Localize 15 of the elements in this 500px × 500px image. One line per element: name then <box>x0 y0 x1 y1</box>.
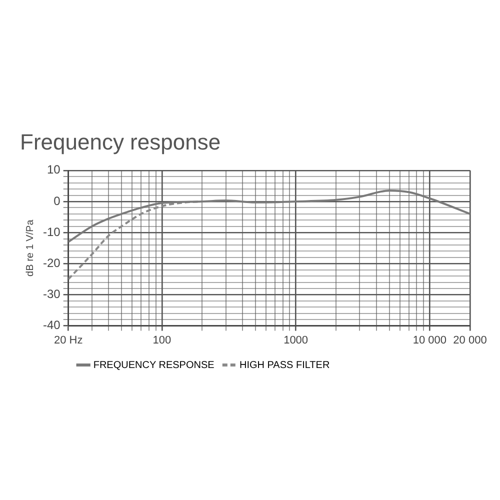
legend-label: FREQUENCY RESPONSE <box>93 360 215 371</box>
y-axis-title: dB re 1 V/Pa <box>24 219 36 276</box>
x-tick-label: 100 <box>152 334 172 346</box>
x-tick-label: 20 000 <box>453 334 487 346</box>
y-tick-label: 0 <box>54 194 61 208</box>
y-tick-label: -20 <box>43 256 61 270</box>
x-tick-label: 10 000 <box>412 334 447 346</box>
legend-label: HIGH PASS FILTER <box>239 360 330 371</box>
y-tick-label: -40 <box>43 318 61 332</box>
y-tick-label: -30 <box>43 287 61 302</box>
chart-title: Frequency response <box>20 129 221 154</box>
x-tick-label: 1000 <box>284 334 308 346</box>
x-tick-label: 20 Hz <box>54 334 83 346</box>
y-tick-label: -10 <box>43 224 61 239</box>
y-tick-label: 10 <box>46 162 61 177</box>
